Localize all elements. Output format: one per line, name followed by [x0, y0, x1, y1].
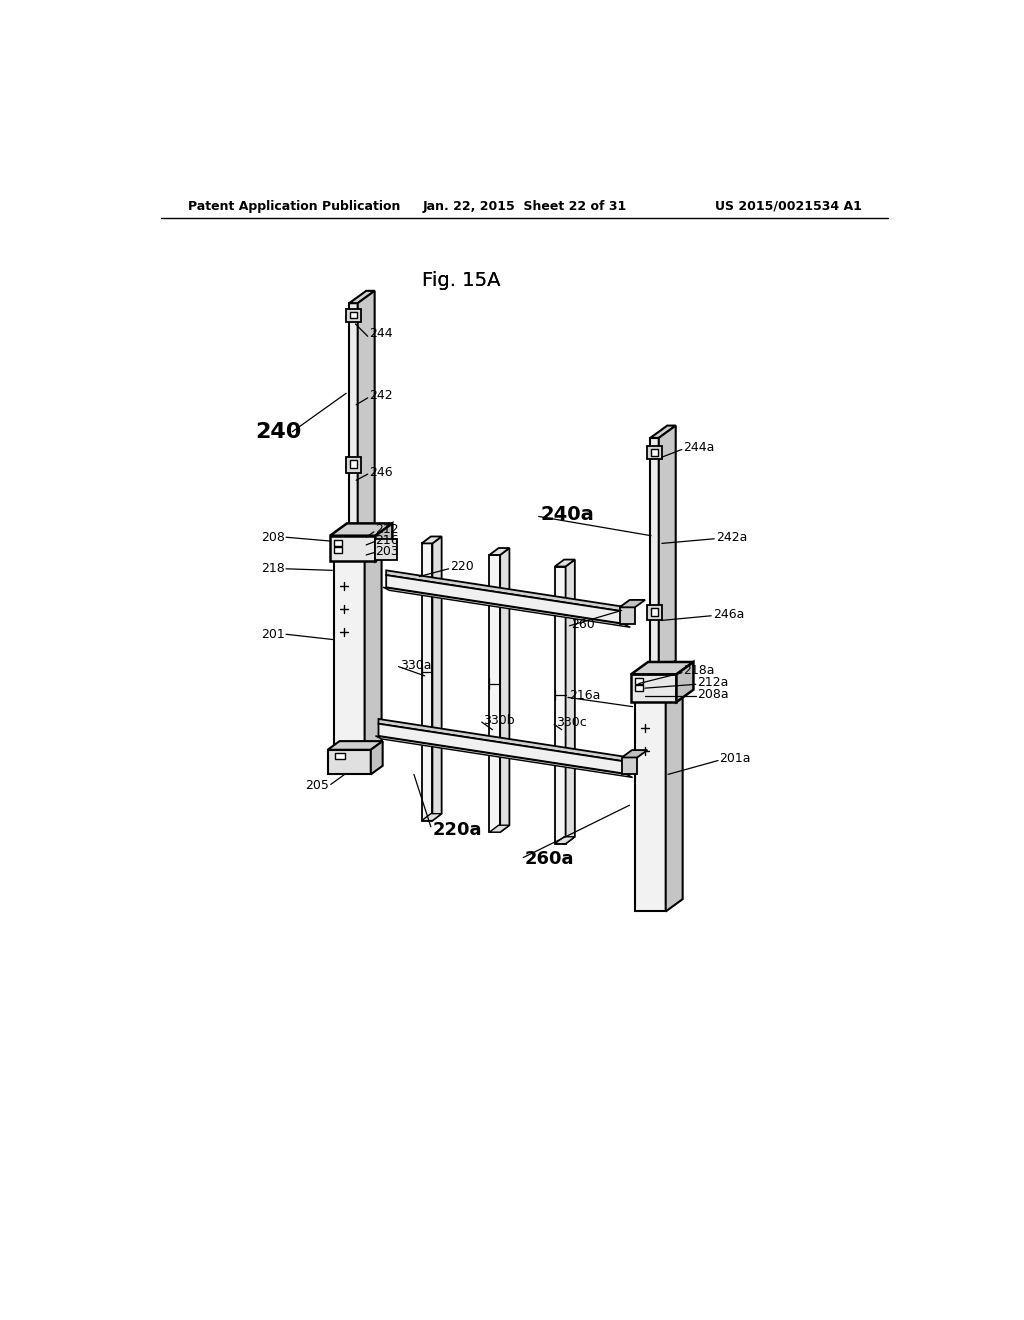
Polygon shape	[650, 425, 676, 438]
Text: 201: 201	[261, 628, 285, 640]
Polygon shape	[555, 837, 574, 843]
Text: 246a: 246a	[713, 607, 744, 620]
Polygon shape	[330, 524, 392, 536]
Text: 330c: 330c	[556, 717, 587, 730]
Polygon shape	[334, 540, 342, 545]
Text: 246: 246	[370, 466, 393, 479]
Polygon shape	[350, 312, 357, 318]
Polygon shape	[365, 537, 382, 768]
Polygon shape	[346, 309, 360, 322]
Polygon shape	[349, 290, 375, 304]
Text: Patent Application Publication: Patent Application Publication	[188, 199, 400, 213]
Text: 260: 260	[571, 618, 595, 631]
Polygon shape	[334, 548, 342, 553]
Polygon shape	[371, 741, 383, 775]
Text: 216a: 216a	[569, 689, 601, 702]
Polygon shape	[650, 438, 658, 673]
Polygon shape	[500, 548, 509, 832]
Polygon shape	[328, 750, 371, 775]
Text: 216: 216	[376, 533, 399, 546]
Polygon shape	[647, 446, 662, 459]
Text: 242: 242	[370, 389, 393, 403]
Polygon shape	[349, 304, 357, 536]
Polygon shape	[555, 566, 565, 843]
Text: 208a: 208a	[697, 688, 729, 701]
Polygon shape	[379, 719, 630, 762]
Polygon shape	[422, 813, 441, 821]
Polygon shape	[330, 536, 376, 561]
Text: 242a: 242a	[716, 531, 748, 544]
Text: Jan. 22, 2015  Sheet 22 of 31: Jan. 22, 2015 Sheet 22 of 31	[423, 199, 627, 213]
Polygon shape	[631, 675, 677, 702]
Polygon shape	[346, 457, 360, 473]
Text: Fig. 15A: Fig. 15A	[423, 271, 501, 289]
Polygon shape	[328, 741, 383, 750]
Text: 244a: 244a	[683, 441, 715, 454]
Polygon shape	[647, 605, 662, 620]
Polygon shape	[334, 549, 365, 768]
Polygon shape	[620, 607, 635, 624]
Text: 220a: 220a	[432, 821, 482, 838]
Text: 205: 205	[305, 779, 330, 792]
Polygon shape	[631, 663, 693, 675]
Polygon shape	[376, 524, 392, 561]
Polygon shape	[635, 676, 683, 688]
Polygon shape	[422, 536, 441, 544]
Text: 330b: 330b	[483, 714, 515, 727]
Text: US 2015/0021534 A1: US 2015/0021534 A1	[715, 199, 862, 213]
Text: 240a: 240a	[541, 504, 594, 524]
Text: 201a: 201a	[720, 752, 752, 766]
Polygon shape	[489, 548, 509, 554]
Text: 330a: 330a	[400, 659, 431, 672]
Text: Fig. 15A: Fig. 15A	[423, 271, 501, 289]
Text: 218a: 218a	[683, 664, 715, 677]
Polygon shape	[666, 676, 683, 911]
Polygon shape	[350, 461, 357, 469]
Text: 220: 220	[451, 560, 474, 573]
Polygon shape	[383, 587, 631, 627]
Polygon shape	[635, 678, 643, 684]
Text: 218: 218	[261, 562, 285, 576]
Polygon shape	[334, 537, 382, 549]
Polygon shape	[336, 752, 345, 759]
Text: 203: 203	[376, 545, 399, 557]
Polygon shape	[622, 750, 647, 758]
Polygon shape	[386, 570, 628, 612]
Polygon shape	[635, 685, 643, 692]
Polygon shape	[651, 609, 658, 615]
Polygon shape	[620, 599, 645, 607]
Polygon shape	[386, 576, 628, 624]
Text: 244: 244	[370, 327, 393, 341]
Polygon shape	[376, 737, 633, 777]
Polygon shape	[565, 560, 574, 843]
Text: 212a: 212a	[697, 676, 729, 689]
Polygon shape	[422, 544, 432, 821]
Polygon shape	[489, 825, 509, 832]
Polygon shape	[555, 560, 574, 566]
Text: 212: 212	[376, 523, 399, 536]
Text: 208: 208	[261, 531, 285, 544]
Text: 240: 240	[255, 422, 302, 442]
Polygon shape	[489, 554, 500, 832]
Polygon shape	[622, 758, 637, 775]
Polygon shape	[635, 688, 666, 911]
Polygon shape	[658, 425, 676, 673]
Text: 260a: 260a	[524, 850, 574, 869]
Polygon shape	[376, 539, 397, 560]
Polygon shape	[651, 449, 658, 455]
Polygon shape	[677, 663, 693, 702]
Polygon shape	[357, 290, 375, 536]
Polygon shape	[379, 723, 630, 775]
Polygon shape	[432, 536, 441, 821]
